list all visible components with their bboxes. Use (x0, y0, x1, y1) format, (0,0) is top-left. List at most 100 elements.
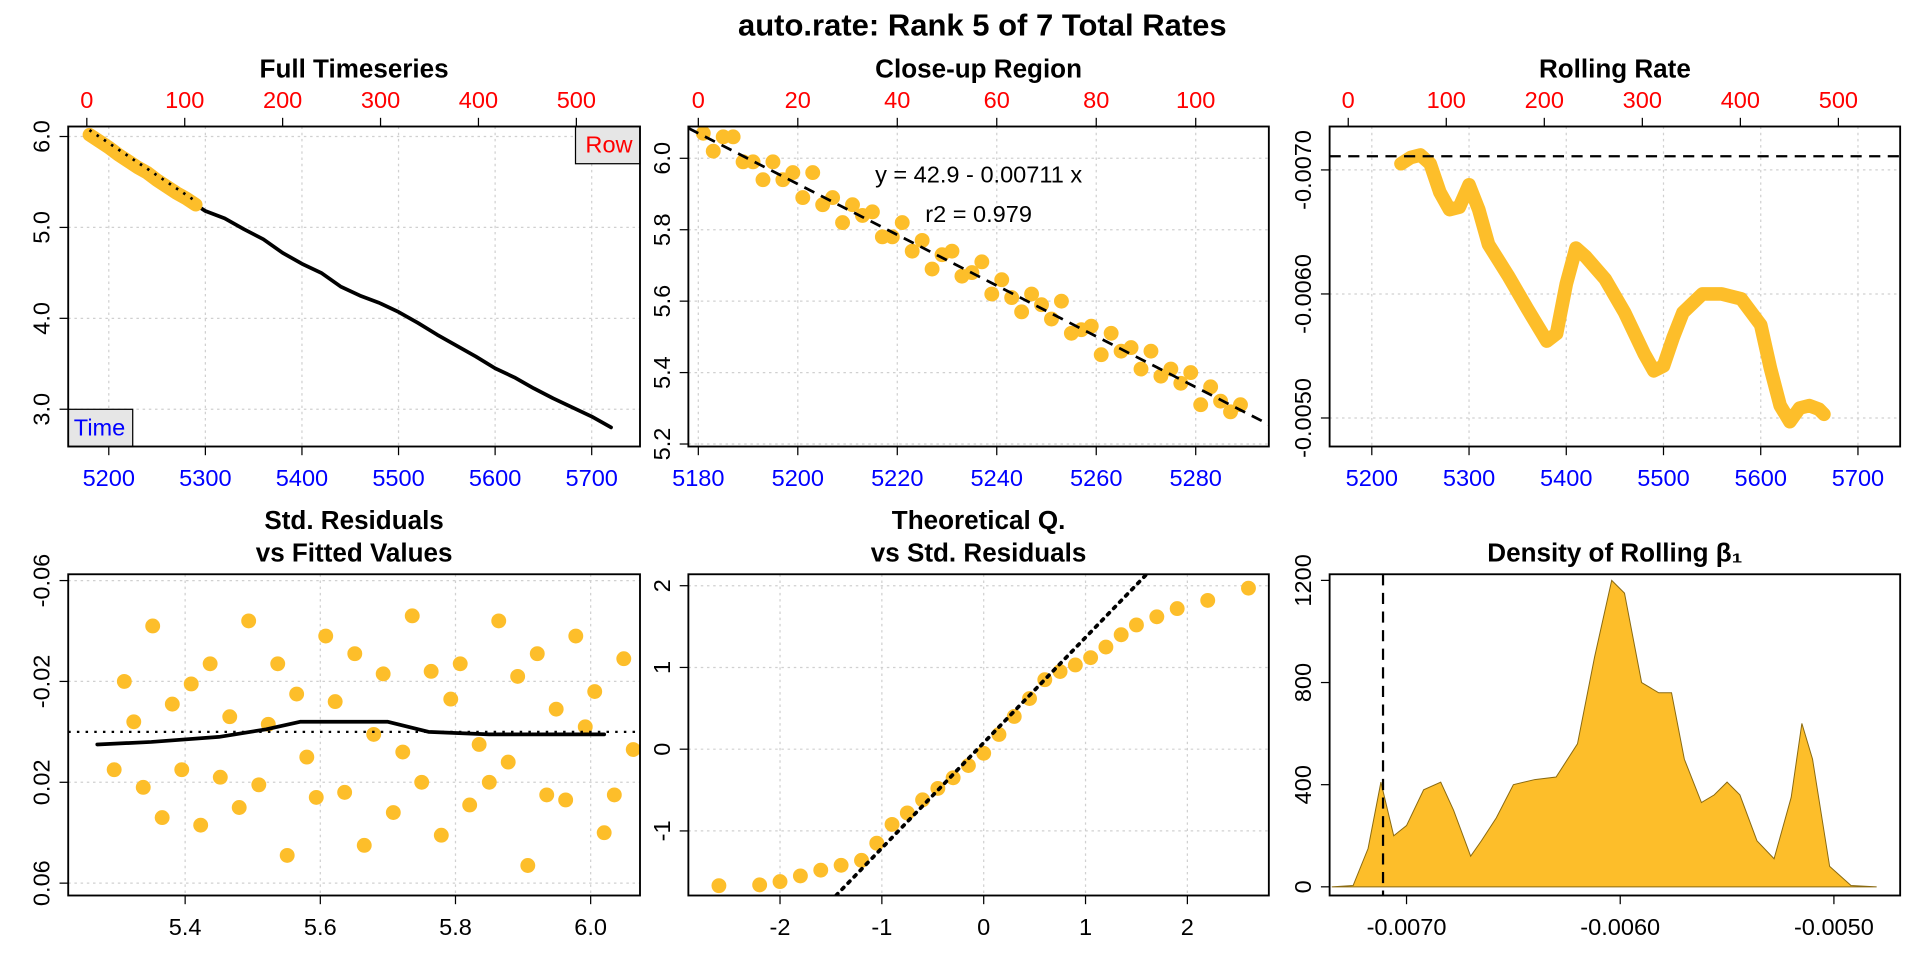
x-tick-label: 5700 (1832, 465, 1884, 491)
y-tick-label: 0 (1290, 880, 1316, 893)
point (1163, 361, 1179, 377)
y-tick-label: -0.0070 (1290, 130, 1316, 210)
point (864, 204, 880, 220)
point (765, 154, 781, 170)
x-tick-label: 5600 (469, 465, 521, 491)
panel: Theoretical Q.vs Std. Residuals -2 -1 0 1 2 -1… (649, 505, 1270, 940)
panel-frame (687, 125, 1270, 448)
point (884, 816, 900, 832)
point (356, 837, 372, 853)
point (510, 668, 526, 684)
point (423, 663, 439, 679)
point (529, 646, 545, 662)
point (433, 827, 449, 843)
x-tick-label: -0.0050 (1794, 914, 1874, 940)
point (375, 666, 391, 682)
point (745, 154, 761, 170)
point (443, 691, 459, 707)
point (725, 129, 741, 145)
point (795, 190, 811, 206)
x-tick-label: 5220 (871, 465, 923, 491)
point (1103, 325, 1119, 341)
plot-area (1331, 574, 1877, 896)
point (606, 787, 622, 803)
plot-area (688, 126, 1269, 426)
x-tick-label: -0.0070 (1367, 914, 1447, 940)
point (976, 745, 992, 761)
panel-frame (67, 573, 641, 897)
x2-tick-label: 0 (1342, 87, 1355, 113)
point (500, 754, 516, 770)
x-tick-label: -1 (871, 914, 892, 940)
x-tick-label: 5280 (1170, 465, 1222, 491)
x2-tick-label: 300 (1623, 87, 1662, 113)
x2-tick-label: 100 (165, 87, 204, 113)
x-tick-label: 5500 (1637, 465, 1689, 491)
point (1113, 627, 1129, 643)
point (1173, 375, 1189, 391)
point (539, 787, 555, 803)
x-tick-label: -2 (770, 914, 791, 940)
x2-tick-label: 400 (1721, 87, 1760, 113)
y-tick-label: 0 (649, 743, 675, 756)
point (869, 835, 885, 851)
panel: Density of Rolling β₁ -0.0070 -0.0060 -0.00… (1290, 537, 1902, 940)
point (1044, 311, 1059, 327)
x-tick-label: -0.0060 (1580, 914, 1660, 940)
y-tick-label: 5.4 (649, 356, 675, 389)
data-line (834, 574, 1149, 896)
y-tick-label: 0.06 (29, 860, 55, 906)
point (577, 719, 593, 735)
x-tick-label: 5200 (772, 465, 824, 491)
y-tick-label: 5.8 (649, 213, 675, 246)
point (491, 613, 507, 629)
point (548, 701, 564, 717)
point (164, 696, 180, 712)
x-tick-label: 1 (1079, 914, 1092, 940)
point (222, 709, 238, 725)
point (1193, 397, 1209, 413)
point (154, 810, 170, 826)
x2-tick-label: 0 (692, 87, 705, 113)
fit-line (688, 126, 1269, 426)
point (414, 774, 430, 790)
point (845, 197, 860, 213)
x2-tick-label: 80 (1083, 87, 1109, 113)
y-tick-label: 0.02 (29, 759, 55, 805)
point (711, 878, 727, 894)
point (385, 805, 401, 820)
panel-title: Close-up Region (875, 54, 1082, 84)
data-line (95, 719, 607, 747)
y-tick-label: 6.0 (649, 142, 675, 175)
point (1022, 691, 1037, 706)
x2-tick-label: 200 (263, 87, 302, 113)
x2-tick-label: 100 (1427, 87, 1466, 113)
point (945, 770, 961, 786)
point (318, 628, 334, 644)
point (145, 618, 161, 634)
point (366, 726, 382, 742)
point (924, 261, 940, 277)
x2-tick-label: 100 (1176, 87, 1215, 113)
x-tick-label: 5240 (971, 465, 1023, 491)
x-tick-label: 5400 (1540, 465, 1592, 491)
y-tick-label: -1 (649, 820, 675, 841)
point (558, 792, 574, 808)
point (772, 874, 788, 890)
point (1014, 304, 1030, 320)
point (596, 825, 612, 841)
point (299, 749, 315, 765)
point (202, 656, 218, 672)
point (825, 190, 841, 206)
point (1183, 365, 1199, 381)
point (625, 742, 640, 757)
point (813, 862, 829, 878)
point (126, 714, 142, 730)
x-tick-label: 5200 (1346, 465, 1398, 491)
point (520, 858, 536, 873)
y-tick-label: -0.02 (29, 655, 55, 709)
point (1143, 343, 1159, 359)
point (1067, 657, 1083, 673)
point (1053, 293, 1069, 309)
point (752, 877, 768, 893)
